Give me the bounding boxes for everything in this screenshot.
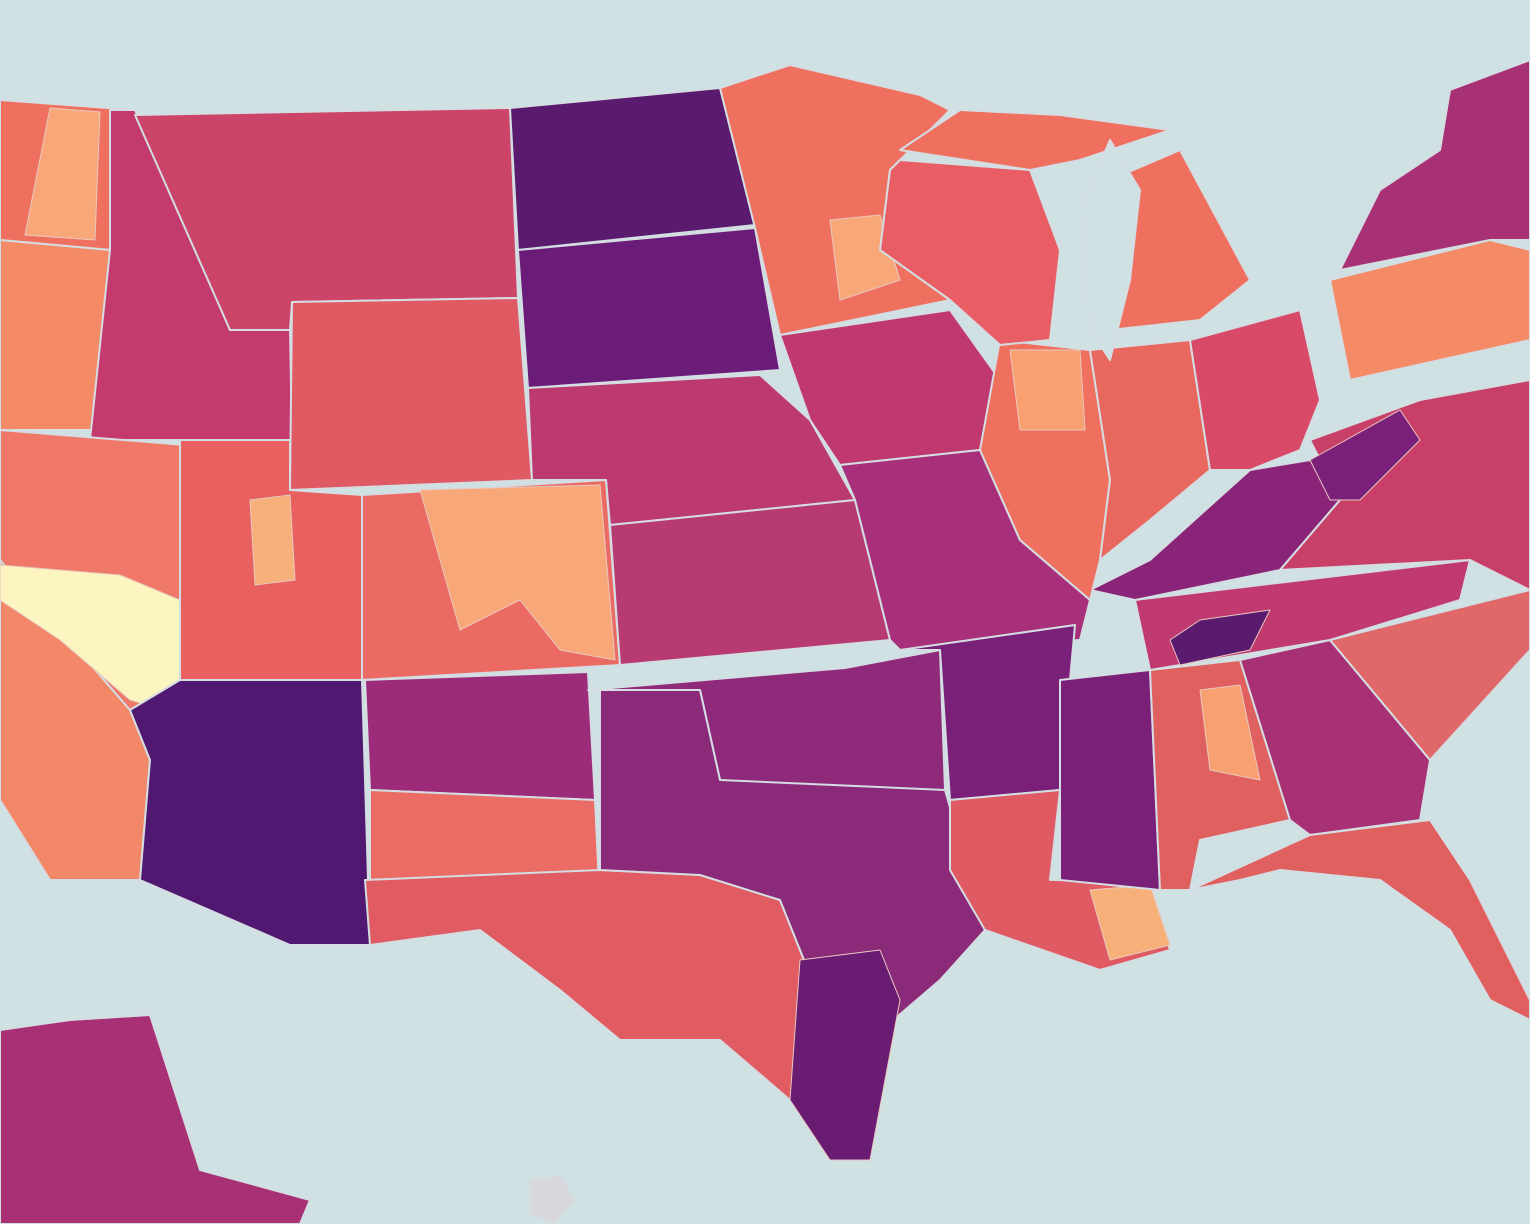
region-ms (1059, 669, 1161, 891)
region-ks (609, 499, 891, 666)
region-ak (0, 1014, 311, 1224)
region-lake-michigan (1079, 139, 1141, 361)
region-tx-south (789, 949, 901, 1161)
region-ut-patch (249, 494, 296, 586)
region-wv (1309, 409, 1421, 501)
region-nm-north (364, 671, 596, 801)
region-tx-central (599, 689, 986, 1041)
region-al-patch (1199, 684, 1261, 781)
map-regions (0, 59, 1530, 1224)
region-wy (289, 297, 533, 491)
region-pa (1329, 239, 1530, 381)
region-il-patch (1009, 349, 1086, 431)
region-nd (509, 87, 756, 251)
region-ny (1339, 59, 1530, 271)
region-co-patch (419, 484, 616, 661)
region-tn-patch (1169, 609, 1271, 666)
region-mi-up (899, 109, 1171, 171)
region-az (129, 679, 371, 946)
region-wi (879, 159, 1061, 346)
region-carolinas (1329, 589, 1530, 761)
region-hawaii (529, 1174, 576, 1224)
region-va-wv (1279, 379, 1530, 591)
region-sd (517, 227, 781, 389)
region-fl (1189, 819, 1530, 1021)
region-wa-east (24, 107, 101, 241)
region-oh (1189, 309, 1321, 471)
